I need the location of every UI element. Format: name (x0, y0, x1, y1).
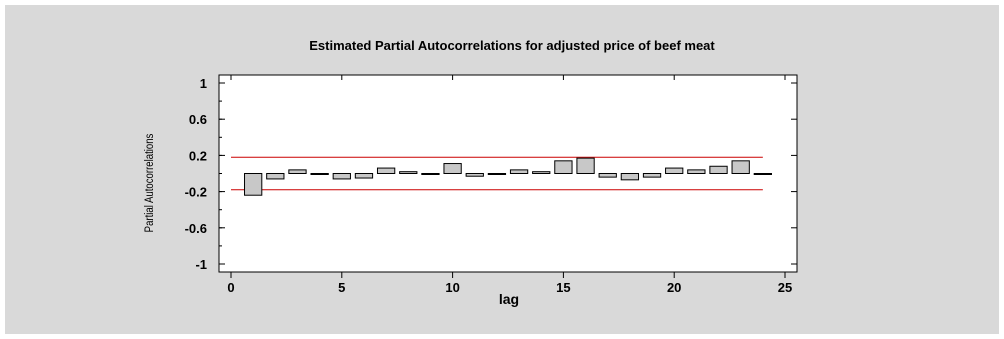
pacf-bar (554, 160, 573, 175)
pacf-bar (620, 173, 640, 181)
x-tick-label: 5 (338, 280, 345, 295)
x-tick-label: 10 (445, 280, 459, 295)
pacf-bar (509, 169, 529, 175)
pacf-bar (421, 173, 440, 175)
pacf-bar (376, 167, 396, 175)
pacf-bar (576, 157, 595, 175)
pacf-bar (354, 173, 374, 179)
pacf-bar (244, 173, 263, 196)
pacf-bar (288, 169, 307, 175)
pacf-bar (443, 163, 462, 174)
chart-title: Estimated Partial Autocorrelations for a… (309, 38, 715, 53)
pacf-bar (332, 173, 351, 180)
x-tick-label: 20 (667, 280, 681, 295)
x-tick-label: 15 (556, 280, 570, 295)
y-axis-label: Partial Autocorrelations (143, 133, 156, 232)
pacf-bar (665, 167, 684, 175)
y-tick-label: 1 (200, 76, 207, 91)
y-tick-label: -0.2 (185, 185, 207, 200)
pacf-bar (310, 173, 329, 175)
x-tick-label: 25 (778, 280, 792, 295)
x-tick-label: 0 (227, 280, 234, 295)
pacf-bar (687, 169, 706, 175)
pacf-bar (598, 173, 617, 178)
pacf-bar (753, 173, 772, 175)
marks-layer: 1 0.6 0.2 -0.2 -0.6 -1 0 5 10 15 20 25 (185, 75, 797, 295)
pacf-bar (266, 173, 285, 180)
y-tick-label: 0.6 (189, 112, 207, 127)
pacf-bar (532, 171, 551, 175)
pacf-bar (399, 171, 418, 175)
x-axis-label: lag (499, 291, 519, 307)
pacf-bar (642, 173, 662, 178)
y-tick-label: 0.2 (189, 148, 207, 163)
pacf-bar (465, 173, 484, 177)
pacf-bar (731, 160, 750, 175)
y-tick-label: -1 (195, 257, 207, 272)
y-tick-label: -0.6 (185, 221, 207, 236)
pacf-bar (709, 165, 728, 174)
pacf-bar (487, 173, 507, 175)
